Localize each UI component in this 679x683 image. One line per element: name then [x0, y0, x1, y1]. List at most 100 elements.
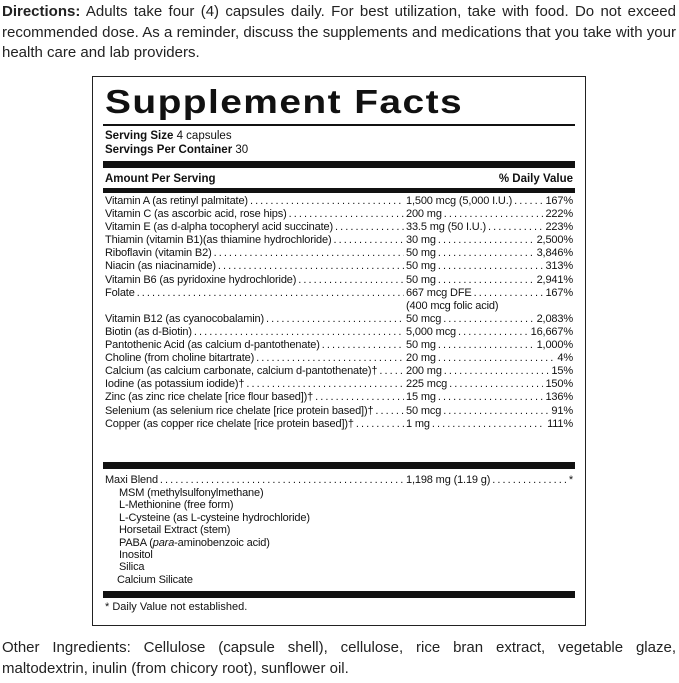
dot-leader: [438, 247, 535, 260]
nutrient-row: Riboflavin (vitamin B2) 50 mg 3,846%: [105, 247, 573, 260]
nutrient-daily-value: 4%: [557, 352, 573, 365]
nutrient-amount-cell: 50 mg 2,941%: [406, 274, 573, 287]
nutrient-name-cell: Vitamin E (as d-alpha tocopheryl acid su…: [105, 221, 406, 234]
nutrient-row: Iodine (as potassium iodide)† 225 mcg 150%: [105, 378, 573, 391]
nutrient-daily-value: 1,000%: [536, 339, 573, 352]
nutrient-amount: 50 mg: [406, 273, 436, 286]
nutrient-name-cell: Vitamin C (as ascorbic acid, rose hips): [105, 208, 406, 221]
nutrient-daily-value: 2,941%: [536, 273, 573, 286]
nutrient-name: Vitamin A (as retinyl palmitate): [105, 195, 248, 207]
nutrient-row: Vitamin C (as ascorbic acid, rose hips) 2…: [105, 208, 573, 221]
dot-leader: [474, 287, 544, 300]
serving-size: Serving Size 4 capsules: [105, 130, 232, 142]
dot-leader: [137, 287, 404, 300]
blend-ingredient-part: -aminobenzoic acid): [174, 536, 270, 549]
nutrient-name-cell: Riboflavin (vitamin B2): [105, 247, 406, 260]
dot-leader: [444, 208, 544, 221]
nutrient-daily-value: 313%: [545, 260, 573, 273]
thick-divider: [103, 462, 575, 469]
thick-divider: [103, 161, 575, 168]
dot-leader: [443, 313, 534, 326]
nutrient-amount-cell: 225 mcg 150%: [406, 378, 573, 391]
nutrient-amount: 33.5 mg (50 I.U.): [406, 221, 486, 234]
nutrient-amount: 20 mg: [406, 352, 436, 365]
serving-size-value: 4 capsules: [176, 130, 232, 142]
nutrient-amount: 200 mg: [406, 208, 442, 221]
dot-leader: [438, 352, 556, 365]
servings-value: 30: [235, 144, 249, 156]
blend-ingredient-italic: para: [152, 536, 175, 549]
dot-leader: [333, 234, 404, 247]
nutrient-name-cell: Zinc (as zinc rice chelate [rice flour b…: [105, 391, 406, 404]
nutrient-name-cell: Maxi Blend: [105, 474, 406, 487]
nutrient-row: Zinc (as zinc rice chelate [rice flour b…: [105, 391, 573, 404]
nutrient-name-cell: Iodine (as potassium iodide)†: [105, 378, 406, 391]
nutrient-amount: 667 mcg DFE: [406, 286, 472, 299]
nutrient-daily-value: 222%: [545, 208, 573, 221]
dot-leader: [449, 378, 543, 391]
nutrient-name-cell: Thiamin (vitamin B1)(as thiamine hydroch…: [105, 234, 406, 247]
nutrient-name: Vitamin B6 (as pyridoxine hydrochloride): [105, 273, 297, 286]
nutrient-row: Vitamin E (as d-alpha tocopheryl acid su…: [105, 221, 573, 234]
nutrient-amount-cell: 200 mg 222%: [406, 208, 573, 221]
dot-leader: [315, 391, 404, 404]
medium-divider: [103, 188, 575, 193]
nutrient-amount-cell: 33.5 mg (50 I.U.) 223%: [406, 221, 573, 234]
nutrient-name-cell: Copper (as copper rice chelate [rice pro…: [105, 418, 406, 431]
dot-leader: [246, 378, 404, 391]
blend-ingredient: Inositol: [119, 549, 153, 562]
nutrient-amount: 1,500 mcg (5,000 I.U.): [406, 195, 513, 207]
nutrient-note: (400 mcg folic acid): [406, 299, 499, 312]
blend-ingredient: L-Methionine (free form): [119, 499, 234, 512]
nutrient-list: Vitamin A (as retinyl palmitate) 1,500 mc…: [105, 195, 573, 431]
nutrient-daily-value: 150%: [545, 378, 573, 391]
nutrient-row: Vitamin A (as retinyl palmitate) 1,500 mc…: [105, 195, 573, 208]
directions-body: Adults take four (4) capsules daily. For…: [2, 3, 676, 61]
nutrient-name: Vitamin C (as ascorbic acid, rose hips): [105, 208, 287, 221]
nutrient-row: Biotin (as d-Biotin) 5,000 mcg 16,667%: [105, 326, 573, 339]
nutrient-amount-cell: 50 mcg 2,083%: [406, 313, 573, 326]
serving-size-label: Serving Size: [105, 130, 174, 142]
nutrient-row: Copper (as copper rice chelate [rice pro…: [105, 418, 573, 431]
nutrient-name: Riboflavin (vitamin B2): [105, 247, 212, 260]
dot-leader: [488, 221, 543, 234]
nutrient-name: Biotin (as d-Biotin): [105, 325, 192, 338]
nutrient-daily-value: 223%: [545, 221, 573, 234]
nutrient-amount: 50 mg: [406, 247, 436, 260]
nutrient-amount-cell: 1,500 mcg (5,000 I.U.) 167%: [406, 195, 573, 208]
nutrient-name: Niacin (as niacinamide): [105, 260, 216, 273]
nutrient-name: Maxi Blend: [105, 474, 158, 486]
nutrient-row: Calcium (as calcium carbonate, calcium d…: [105, 365, 573, 378]
thick-divider: [103, 591, 575, 598]
nutrient-note-row: (400 mcg folic acid): [105, 300, 573, 313]
nutrient-amount: 225 mcg: [406, 378, 448, 391]
nutrient-daily-value: 2,083%: [536, 312, 573, 325]
directions-text: Directions: Adults take four (4) capsule…: [2, 2, 676, 64]
dot-leader: [443, 405, 549, 418]
nutrient-row: Choline (from choline bitartrate) 20 mg 4%: [105, 352, 573, 365]
nutrient-amount: 50 mcg: [406, 312, 442, 325]
nutrient-name: Zinc (as zinc rice chelate [rice flour b…: [105, 391, 314, 404]
blend-ingredient: Horsetail Extract (stem): [119, 524, 231, 537]
nutrient-daily-value: 2,500%: [536, 234, 573, 247]
maxi-blend: Maxi Blend 1,198 mg (1.19 g) * MSM (methyls…: [105, 474, 573, 586]
nutrient-name-cell: Niacin (as niacinamide): [105, 260, 406, 273]
nutrient-name-cell: Vitamin A (as retinyl palmitate): [105, 195, 406, 208]
dot-leader: [432, 418, 545, 431]
nutrient-name: Choline (from choline bitartrate): [105, 352, 255, 365]
nutrient-name-cell: Biotin (as d-Biotin): [105, 326, 406, 339]
nutrient-name-cell: Vitamin B12 (as cyanocobalamin): [105, 313, 406, 326]
nutrient-daily-value: 15%: [551, 365, 573, 378]
dot-leader: [514, 195, 543, 208]
amount-header: Amount Per Serving: [105, 173, 216, 185]
dot-leader: [375, 405, 404, 418]
nutrient-name-cell: Calcium (as calcium carbonate, calcium d…: [105, 365, 406, 378]
nutrient-name: Vitamin B12 (as cyanocobalamin): [105, 312, 265, 325]
nutrient-amount-cell: 30 mg 2,500%: [406, 234, 573, 247]
nutrient-amount-cell: 1 mg 111%: [406, 418, 573, 431]
dot-leader: [298, 274, 404, 287]
blend-ingredient: L-Cysteine (as L-cysteine hydrochloride): [119, 511, 310, 524]
nutrient-daily-value: *: [568, 474, 573, 486]
nutrient-name: Calcium (as calcium carbonate, calcium d…: [105, 365, 378, 378]
nutrient-amount: 15 mg: [406, 391, 436, 404]
